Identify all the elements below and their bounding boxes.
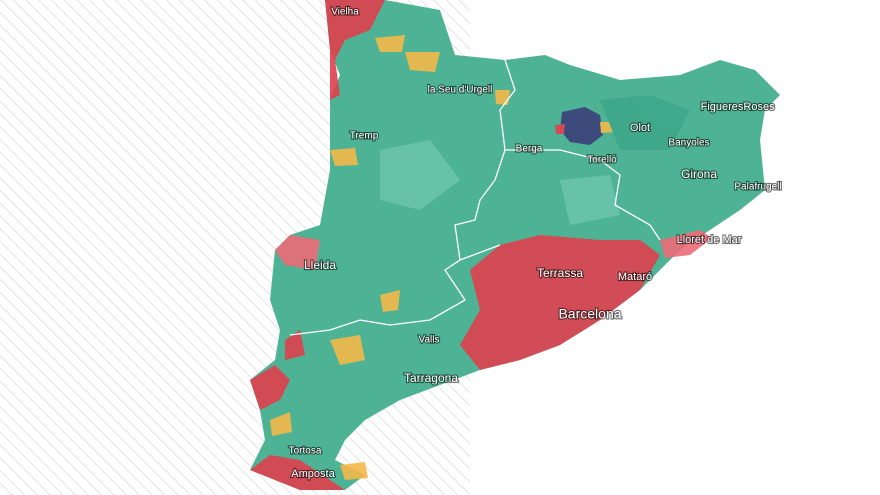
city-labels: Vielha la Seu d'Urgell Tremp Berga Olot Torel… [288,6,783,481]
city-label: Vielha [331,7,359,18]
city-label: Tarragona [404,371,458,385]
city-label: Mataró [618,271,652,283]
city-label: Amposta [291,468,335,480]
city-label: Roses [743,101,775,113]
city-label: Torelló [587,155,617,166]
city-label: Barcelona [558,306,621,322]
city-label: Lleida [304,258,336,272]
city-label: Valls [419,335,440,346]
city-label: Banyoles [668,138,709,149]
province-borders [289,59,661,336]
city-label: Terrassa [537,266,583,280]
city-label: Tremp [350,131,379,142]
municipality-patches [250,0,712,490]
city-label: la Seu d'Urgell [428,85,493,96]
city-label: Olot [630,122,650,134]
city-label: Berga [516,144,543,155]
city-label: Lloret de Mar [677,234,742,246]
city-label: Palafrugell [734,182,781,193]
city-label: Girona [681,167,717,181]
city-label: Figueres [701,101,744,113]
city-label: Tortosa [289,446,322,457]
